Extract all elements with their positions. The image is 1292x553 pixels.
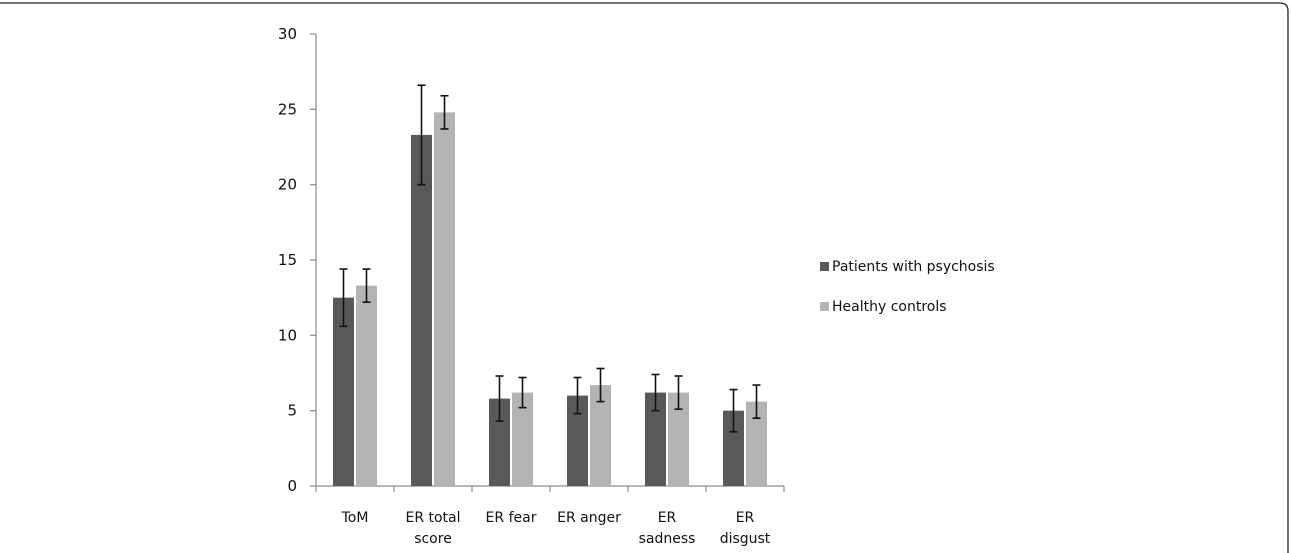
y-tick-label: 30 — [278, 25, 297, 43]
legend-swatch-controls — [820, 302, 829, 311]
x-category-label: ER — [658, 510, 677, 526]
bar-patients — [489, 398, 510, 486]
y-tick-label: 15 — [278, 251, 297, 269]
bar-patients — [723, 410, 744, 486]
bar-controls — [356, 285, 377, 486]
x-category-label: ER anger — [557, 510, 621, 526]
y-tick-label: 10 — [278, 326, 297, 344]
bars — [333, 84, 767, 487]
bar-controls — [512, 392, 533, 486]
legend-label-controls: Healthy controls — [832, 299, 947, 315]
legend: Patients with psychosis Healthy controls — [820, 259, 995, 315]
y-tick-label: 5 — [287, 402, 297, 420]
bar-controls — [434, 112, 455, 486]
x-category-label: ER — [736, 510, 755, 526]
x-category-label: disgust — [720, 531, 771, 547]
bar-controls — [668, 392, 689, 486]
legend-label-patients: Patients with psychosis — [832, 259, 995, 275]
y-tick-label: 25 — [278, 100, 297, 118]
x-category-label: ER fear — [486, 510, 537, 526]
legend-swatch-patients — [820, 262, 829, 271]
x-category-label: score — [414, 531, 452, 547]
bar-controls — [746, 401, 767, 486]
bar-patients — [567, 395, 588, 486]
bar-patients — [411, 134, 432, 487]
y-tick-label: 20 — [278, 176, 297, 194]
y-tick-label: 0 — [287, 477, 297, 495]
bar-patients — [333, 297, 354, 486]
x-category-label: sadness — [639, 531, 696, 547]
x-category-label: ER total — [405, 510, 460, 526]
x-category-label: ToM — [341, 510, 369, 526]
bar-controls — [590, 385, 611, 486]
axes: 0 5 10 15 20 25 30 ToM ER total score ER fear ER an… — [278, 25, 785, 547]
bar-patients — [645, 392, 666, 486]
